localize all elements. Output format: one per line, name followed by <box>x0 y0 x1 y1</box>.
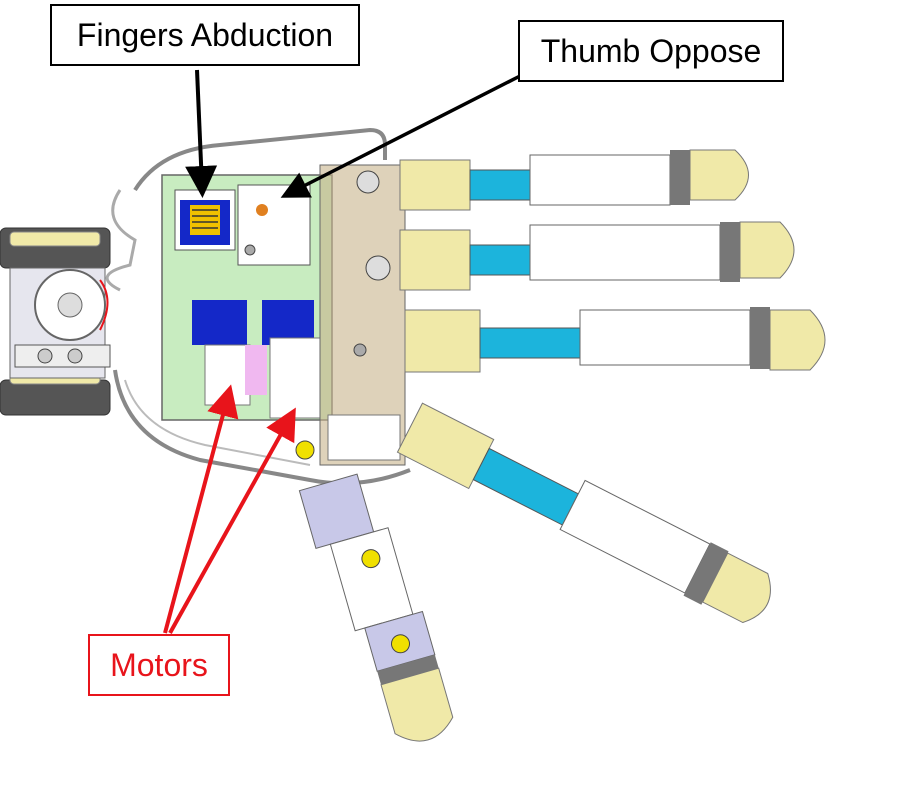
thumb-oppose-arrow <box>280 74 521 198</box>
palm-shell <box>105 127 411 486</box>
index-finger <box>399 149 749 211</box>
fingers-abduction-label: Fingers Abduction <box>50 4 360 66</box>
motors-label: Motors <box>88 634 230 696</box>
motors-arrow-left <box>163 384 239 634</box>
thumb <box>298 473 454 742</box>
palm-cover <box>319 164 406 466</box>
wrist-assembly <box>0 227 111 416</box>
thumb-oppose-label: Thumb Oppose <box>518 20 784 82</box>
little-finger <box>396 402 771 624</box>
ring-finger <box>404 307 826 373</box>
fingers-abduction-arrow <box>185 69 218 198</box>
motors-arrow-right <box>168 407 296 634</box>
middle-finger <box>399 221 795 291</box>
palm-board <box>161 174 333 460</box>
